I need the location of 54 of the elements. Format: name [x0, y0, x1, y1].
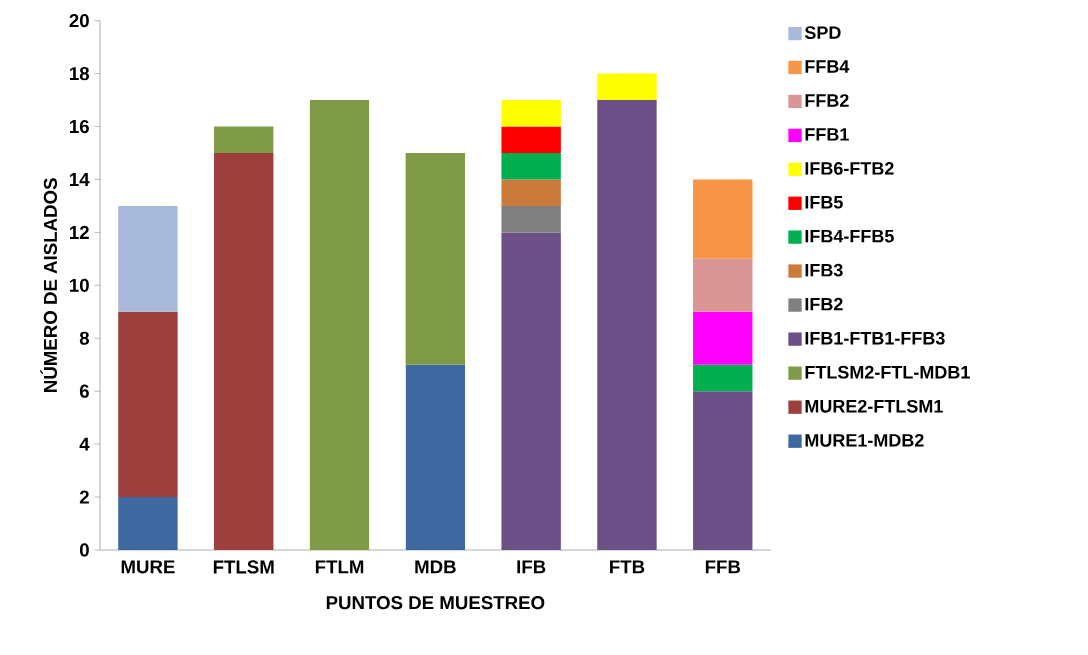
legend-label: FTLSM2-FTL-MDB1: [805, 365, 970, 379]
x-axis-title: PUNTOS DE MUESTREO: [326, 596, 545, 610]
legend-label: MURE2-FTLSM1: [805, 399, 943, 413]
x-tick-label: FTB: [610, 560, 645, 574]
x-tick-label: FTLM: [315, 560, 364, 574]
x-tick-label: MURE: [121, 560, 175, 574]
y-tick-label: 18: [70, 66, 90, 81]
legend-label: IFB4-FFB5: [805, 229, 894, 243]
bar: [309, 100, 370, 550]
bar: [501, 205, 561, 233]
legend-label: IFB2: [805, 297, 843, 311]
legend-label: IFB6-FTB2: [805, 162, 894, 175]
legend-label: FFB2: [805, 94, 849, 107]
y-tick-label: 8: [79, 331, 90, 345]
bar: [693, 364, 753, 392]
x-tick-label: IFB: [517, 560, 546, 574]
bar: [501, 126, 561, 153]
bar: [693, 258, 753, 312]
bar: [405, 152, 466, 365]
y-tick-label: 20: [69, 14, 89, 28]
legend-label: IFB3: [805, 263, 843, 277]
y-tick-label: 4: [79, 437, 90, 451]
bar: [597, 73, 657, 101]
legend-label: SPD: [804, 26, 841, 39]
bar: [501, 179, 561, 206]
y-tick-label: 16: [70, 119, 89, 134]
bar: [693, 391, 753, 550]
bar: [501, 100, 561, 127]
x-tick-label: FTLSM: [213, 560, 274, 574]
bar: [501, 152, 561, 180]
y-axis-title: NÚMERO DE AISLADOS: [40, 178, 58, 392]
legend-label: FFB1: [805, 128, 849, 141]
x-tick-label: MDB: [415, 560, 456, 574]
bar: [214, 126, 274, 153]
bar: [118, 311, 178, 498]
y-tick-label: 12: [70, 225, 89, 239]
bar: [118, 205, 178, 312]
bar: [693, 311, 753, 365]
bar: [214, 152, 274, 550]
y-tick-label: 14: [70, 173, 90, 186]
x-tick-label: FFB: [705, 560, 741, 574]
bar: [405, 364, 466, 550]
bar: [693, 179, 753, 259]
y-tick-label: 0: [79, 543, 89, 557]
bar: [118, 497, 178, 550]
y-tick-label: 2: [79, 490, 89, 504]
bar: [501, 232, 561, 550]
legend-label: FFB4: [805, 60, 850, 73]
legend-label: MURE1-MDB2: [805, 433, 924, 447]
bar: [597, 100, 657, 550]
y-tick-label: 6: [79, 384, 89, 398]
legend-label: IFB1-FTB1-FFB3: [805, 331, 945, 345]
y-tick-label: 10: [70, 278, 89, 292]
legend-label: IFB5: [805, 196, 843, 209]
